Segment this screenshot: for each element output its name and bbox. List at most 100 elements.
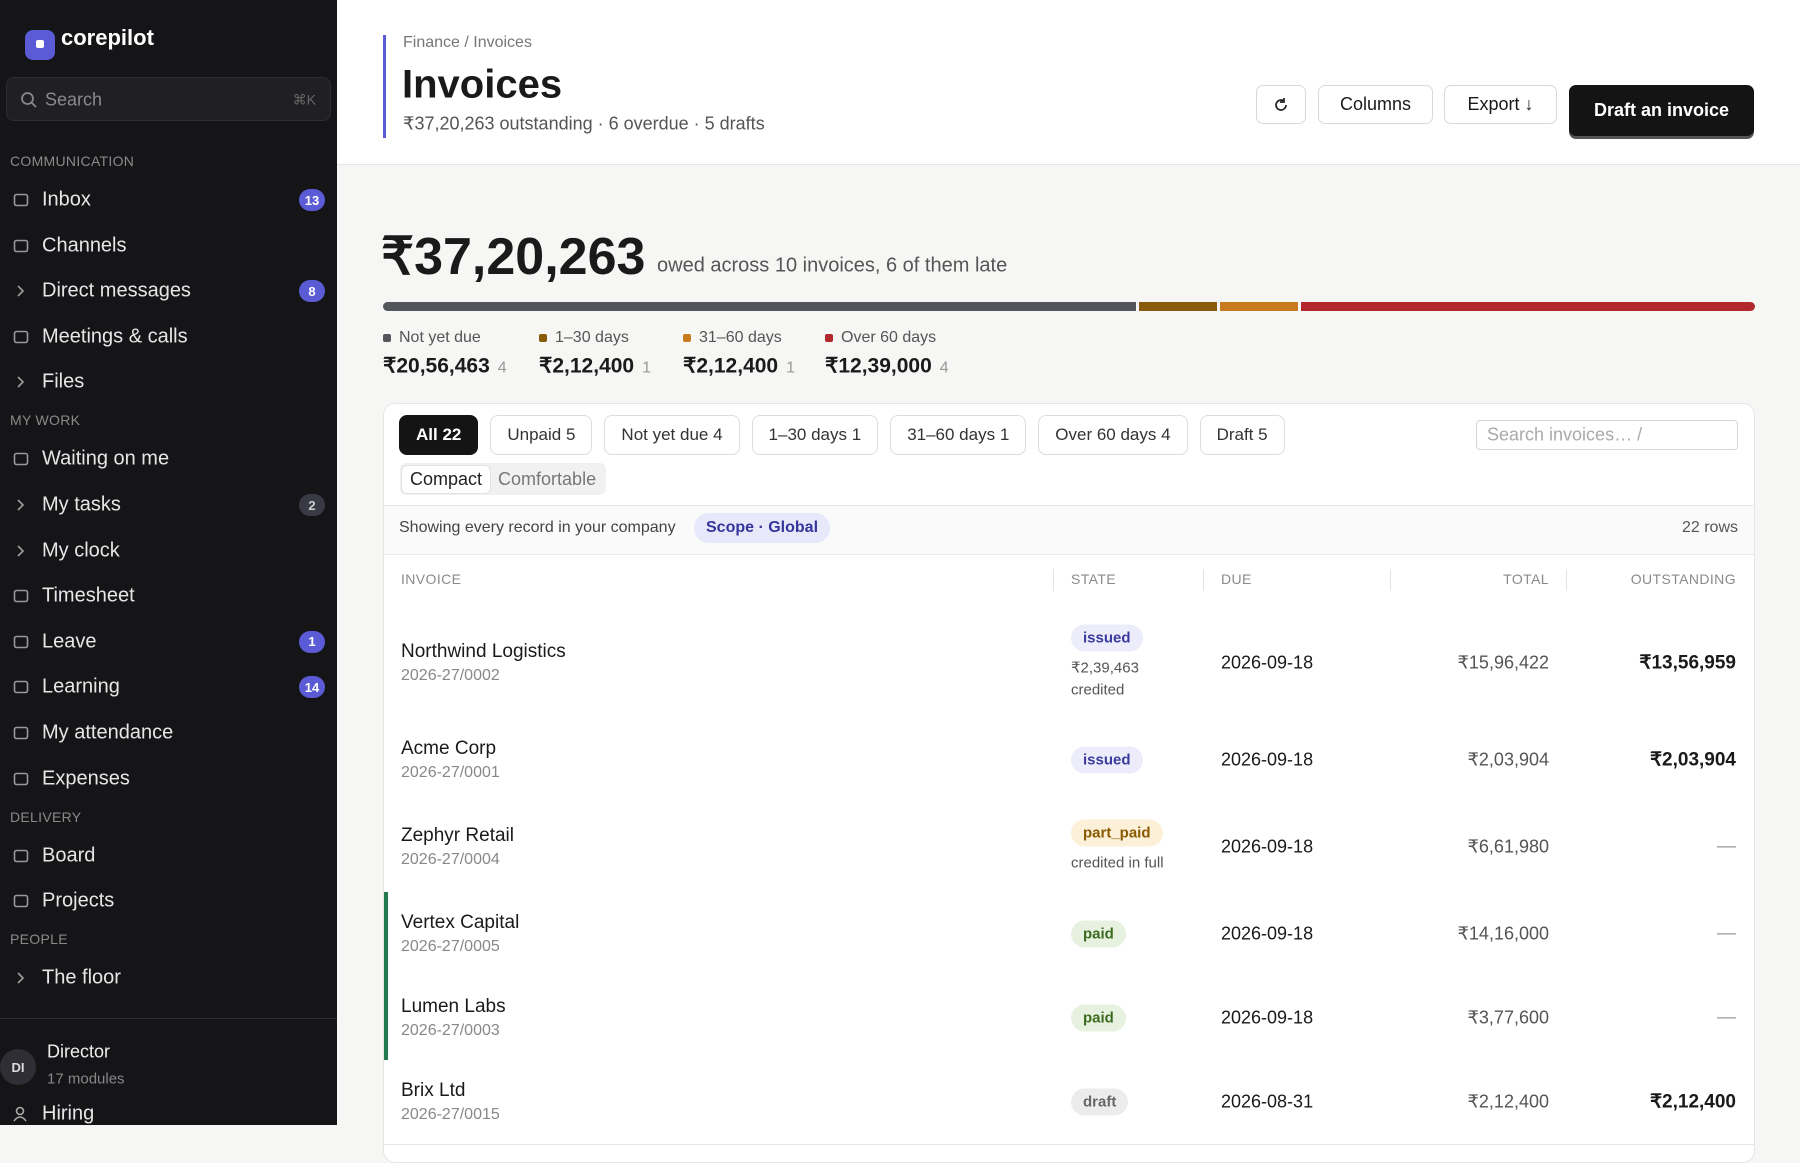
filter-tab[interactable]: Over 60 days 4 bbox=[1038, 415, 1188, 455]
outstanding: ₹2,12,400 bbox=[1649, 1091, 1736, 1113]
nav-label: My tasks bbox=[42, 493, 121, 516]
nav-item[interactable]: Hiring bbox=[42, 1102, 95, 1125]
search-shortcut: ⌘K bbox=[292, 91, 316, 108]
total: ₹3,77,600 bbox=[1467, 1007, 1549, 1028]
brand-logo bbox=[25, 30, 55, 60]
nav-item[interactable]: Learning 14 bbox=[0, 665, 337, 709]
invoice-search-placeholder: Search invoices… / bbox=[1487, 424, 1643, 445]
legend-count: 1 bbox=[786, 359, 796, 377]
total: ₹14,16,000 bbox=[1457, 923, 1549, 944]
nav-item[interactable]: Inbox 13 bbox=[0, 178, 337, 222]
legend-swatch bbox=[539, 334, 547, 342]
nav-icon bbox=[13, 726, 29, 740]
filter-tab[interactable]: Unpaid 5 bbox=[490, 415, 593, 455]
nav-label: Direct messages bbox=[42, 279, 191, 302]
state-cell: issued ₹2,39,463 credited bbox=[1071, 624, 1161, 702]
nav-item[interactable]: Channels bbox=[0, 224, 337, 268]
legend-label: 31–60 days bbox=[699, 329, 782, 346]
legend-amount: ₹12,39,000 bbox=[825, 354, 932, 378]
customer-name: Zephyr Retail bbox=[401, 825, 514, 846]
nav-label: My clock bbox=[42, 539, 120, 562]
nav-item[interactable]: Direct messages 8 bbox=[0, 269, 337, 313]
outstanding: — bbox=[1717, 923, 1736, 944]
filter-tab[interactable]: Draft 5 bbox=[1199, 415, 1285, 455]
invoice-number: 2026-27/0005 bbox=[401, 938, 500, 955]
nav-item[interactable]: Waiting on me bbox=[0, 437, 337, 481]
density-option[interactable]: Comfortable bbox=[498, 468, 597, 489]
nav-item[interactable]: The floor bbox=[0, 956, 337, 1000]
legend-swatch bbox=[383, 334, 391, 342]
nav-icon bbox=[13, 635, 29, 649]
filter-tab[interactable]: 31–60 days 1 bbox=[890, 415, 1027, 455]
column-header: INVOICE bbox=[401, 571, 462, 587]
nav-icon bbox=[13, 330, 29, 344]
nav-item[interactable]: Expenses bbox=[0, 757, 337, 801]
filter-tab[interactable]: All 22 bbox=[399, 415, 479, 455]
aging-segment bbox=[1220, 302, 1299, 311]
state-pill: draft bbox=[1071, 1088, 1129, 1116]
filter-tab[interactable]: 1–30 days 1 bbox=[751, 415, 879, 455]
invoice-search[interactable]: Search invoices… / bbox=[1476, 420, 1738, 450]
invoice-number: 2026-27/0001 bbox=[401, 764, 500, 781]
row-count: 22 rows bbox=[1681, 519, 1738, 536]
state-pill: part_paid bbox=[1071, 819, 1163, 847]
state-cell: issued bbox=[1071, 746, 1143, 774]
outstanding: ₹2,03,904 bbox=[1649, 749, 1736, 771]
chevron-icon bbox=[17, 972, 25, 984]
export-button[interactable]: Export ↓ bbox=[1444, 85, 1557, 124]
nav-item[interactable]: My tasks 2 bbox=[0, 483, 337, 527]
nav-item[interactable]: Projects bbox=[0, 879, 337, 923]
nav-label: Inbox bbox=[42, 188, 91, 211]
columns-button[interactable]: Columns bbox=[1318, 85, 1433, 124]
nav-label: Learning bbox=[42, 675, 120, 698]
due-date: 2026-09-18 bbox=[1221, 749, 1314, 770]
refresh-button[interactable] bbox=[1256, 85, 1306, 124]
nav-item[interactable]: Leave 1 bbox=[0, 620, 337, 664]
state-cell: part_paid credited in full bbox=[1071, 819, 1164, 875]
invoice-number: 2026-27/0004 bbox=[401, 851, 500, 868]
accent-bar bbox=[383, 35, 386, 138]
info-text: Showing every record in your company bbox=[399, 519, 676, 536]
nav-item[interactable]: My attendance bbox=[0, 711, 337, 755]
search-box[interactable]: Search ⌘K bbox=[6, 77, 331, 121]
primary-button[interactable]: Draft an invoice bbox=[1569, 85, 1754, 136]
customer-name: Northwind Logistics bbox=[401, 641, 566, 662]
nav-icon bbox=[13, 849, 29, 862]
table-row[interactable] bbox=[384, 976, 1754, 1061]
invoice-cell: Brix Ltd 2026-27/0015 bbox=[401, 1080, 500, 1124]
nav-item[interactable]: Files bbox=[0, 360, 337, 404]
refresh-icon bbox=[1275, 97, 1287, 111]
total: ₹15,96,422 bbox=[1457, 652, 1549, 673]
filter-tab[interactable]: Not yet due 4 bbox=[604, 415, 740, 455]
state-note: credited in full bbox=[1071, 854, 1164, 872]
state-pill: paid bbox=[1071, 920, 1126, 948]
nav-label: Channels bbox=[42, 234, 127, 257]
state-cell: draft bbox=[1071, 1088, 1129, 1116]
legend-label: 1–30 days bbox=[555, 329, 629, 346]
column-header: DUE bbox=[1221, 571, 1252, 587]
legend-swatch bbox=[683, 334, 691, 342]
page-header: Finance / Invoices Invoices ₹37,20,263 o… bbox=[337, 0, 1800, 165]
nav-label: Board bbox=[42, 844, 96, 867]
nav-label: Waiting on me bbox=[42, 447, 170, 470]
nav-item[interactable]: Meetings & calls bbox=[0, 315, 337, 359]
nav-item[interactable]: My clock bbox=[0, 529, 337, 573]
legend-amount-row: ₹2,12,400 1 bbox=[683, 354, 795, 379]
due-date: 2026-09-18 bbox=[1221, 836, 1314, 857]
nav-icon bbox=[13, 772, 29, 785]
nav-label: My attendance bbox=[42, 721, 174, 744]
divider bbox=[0, 1018, 337, 1019]
nav-item[interactable]: Board bbox=[0, 834, 337, 878]
nav-label: Expenses bbox=[42, 767, 130, 790]
density-option[interactable]: Compact bbox=[402, 465, 491, 493]
nav-badge: 1 bbox=[299, 630, 325, 653]
nav-badge: 8 bbox=[299, 280, 325, 303]
nav-item[interactable]: Timesheet bbox=[0, 574, 337, 618]
legend-amount: ₹20,56,463 bbox=[383, 354, 490, 378]
table-row[interactable] bbox=[384, 892, 1754, 977]
legend-amount-row: ₹20,56,463 4 bbox=[383, 354, 507, 379]
table-row[interactable] bbox=[384, 608, 1754, 719]
chevron-icon bbox=[17, 376, 25, 388]
